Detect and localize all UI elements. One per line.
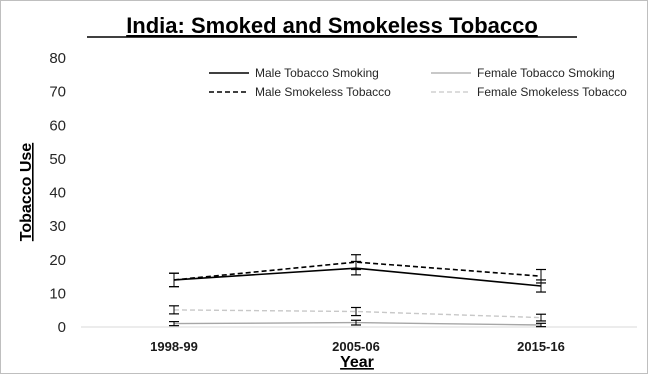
x-tick-label: 2005-06 xyxy=(332,339,380,354)
series-group xyxy=(169,254,546,328)
series-line xyxy=(173,309,542,319)
y-tick-label: 70 xyxy=(49,84,66,101)
x-tick-label: 2015-16 xyxy=(517,339,565,354)
x-tick-label: 1998-99 xyxy=(150,339,198,354)
legend: Male Tobacco Smoking Male Smokeless Tobac… xyxy=(209,66,627,99)
series-1 xyxy=(169,254,546,288)
y-tick-label: 60 xyxy=(49,117,66,134)
series-0 xyxy=(169,260,546,293)
series-line xyxy=(173,267,542,287)
y-tick-label: 20 xyxy=(49,252,66,269)
y-tick-label: 40 xyxy=(49,185,66,202)
y-axis-label: Tobacco Use xyxy=(18,143,35,242)
legend-label: Male Tobacco Smoking xyxy=(255,66,379,80)
y-tick-label: 0 xyxy=(58,319,66,336)
y-axis: 0 10 20 30 40 50 60 70 80 xyxy=(49,50,66,336)
x-axis-label: Year xyxy=(340,354,374,371)
legend-label: Male Smokeless Tobacco xyxy=(255,85,391,99)
legend-label: Female Tobacco Smoking xyxy=(477,66,615,80)
legend-item: Female Smokeless Tobacco xyxy=(431,85,627,99)
y-tick-label: 80 xyxy=(49,50,66,67)
legend-item: Male Tobacco Smoking xyxy=(209,66,379,80)
series-line xyxy=(173,261,542,281)
legend-item: Female Tobacco Smoking xyxy=(431,66,615,80)
x-axis: 1998-99 2005-06 2015-16 xyxy=(81,326,637,354)
chart-title: India: Smoked and Smokeless Tobacco xyxy=(126,13,538,38)
y-tick-label: 10 xyxy=(49,285,66,302)
legend-label: Female Smokeless Tobacco xyxy=(477,85,627,99)
y-tick-label: 30 xyxy=(49,218,66,235)
series-2 xyxy=(169,319,546,328)
y-tick-label: 50 xyxy=(49,151,66,168)
series-3 xyxy=(169,305,546,322)
legend-item: Male Smokeless Tobacco xyxy=(209,85,391,99)
